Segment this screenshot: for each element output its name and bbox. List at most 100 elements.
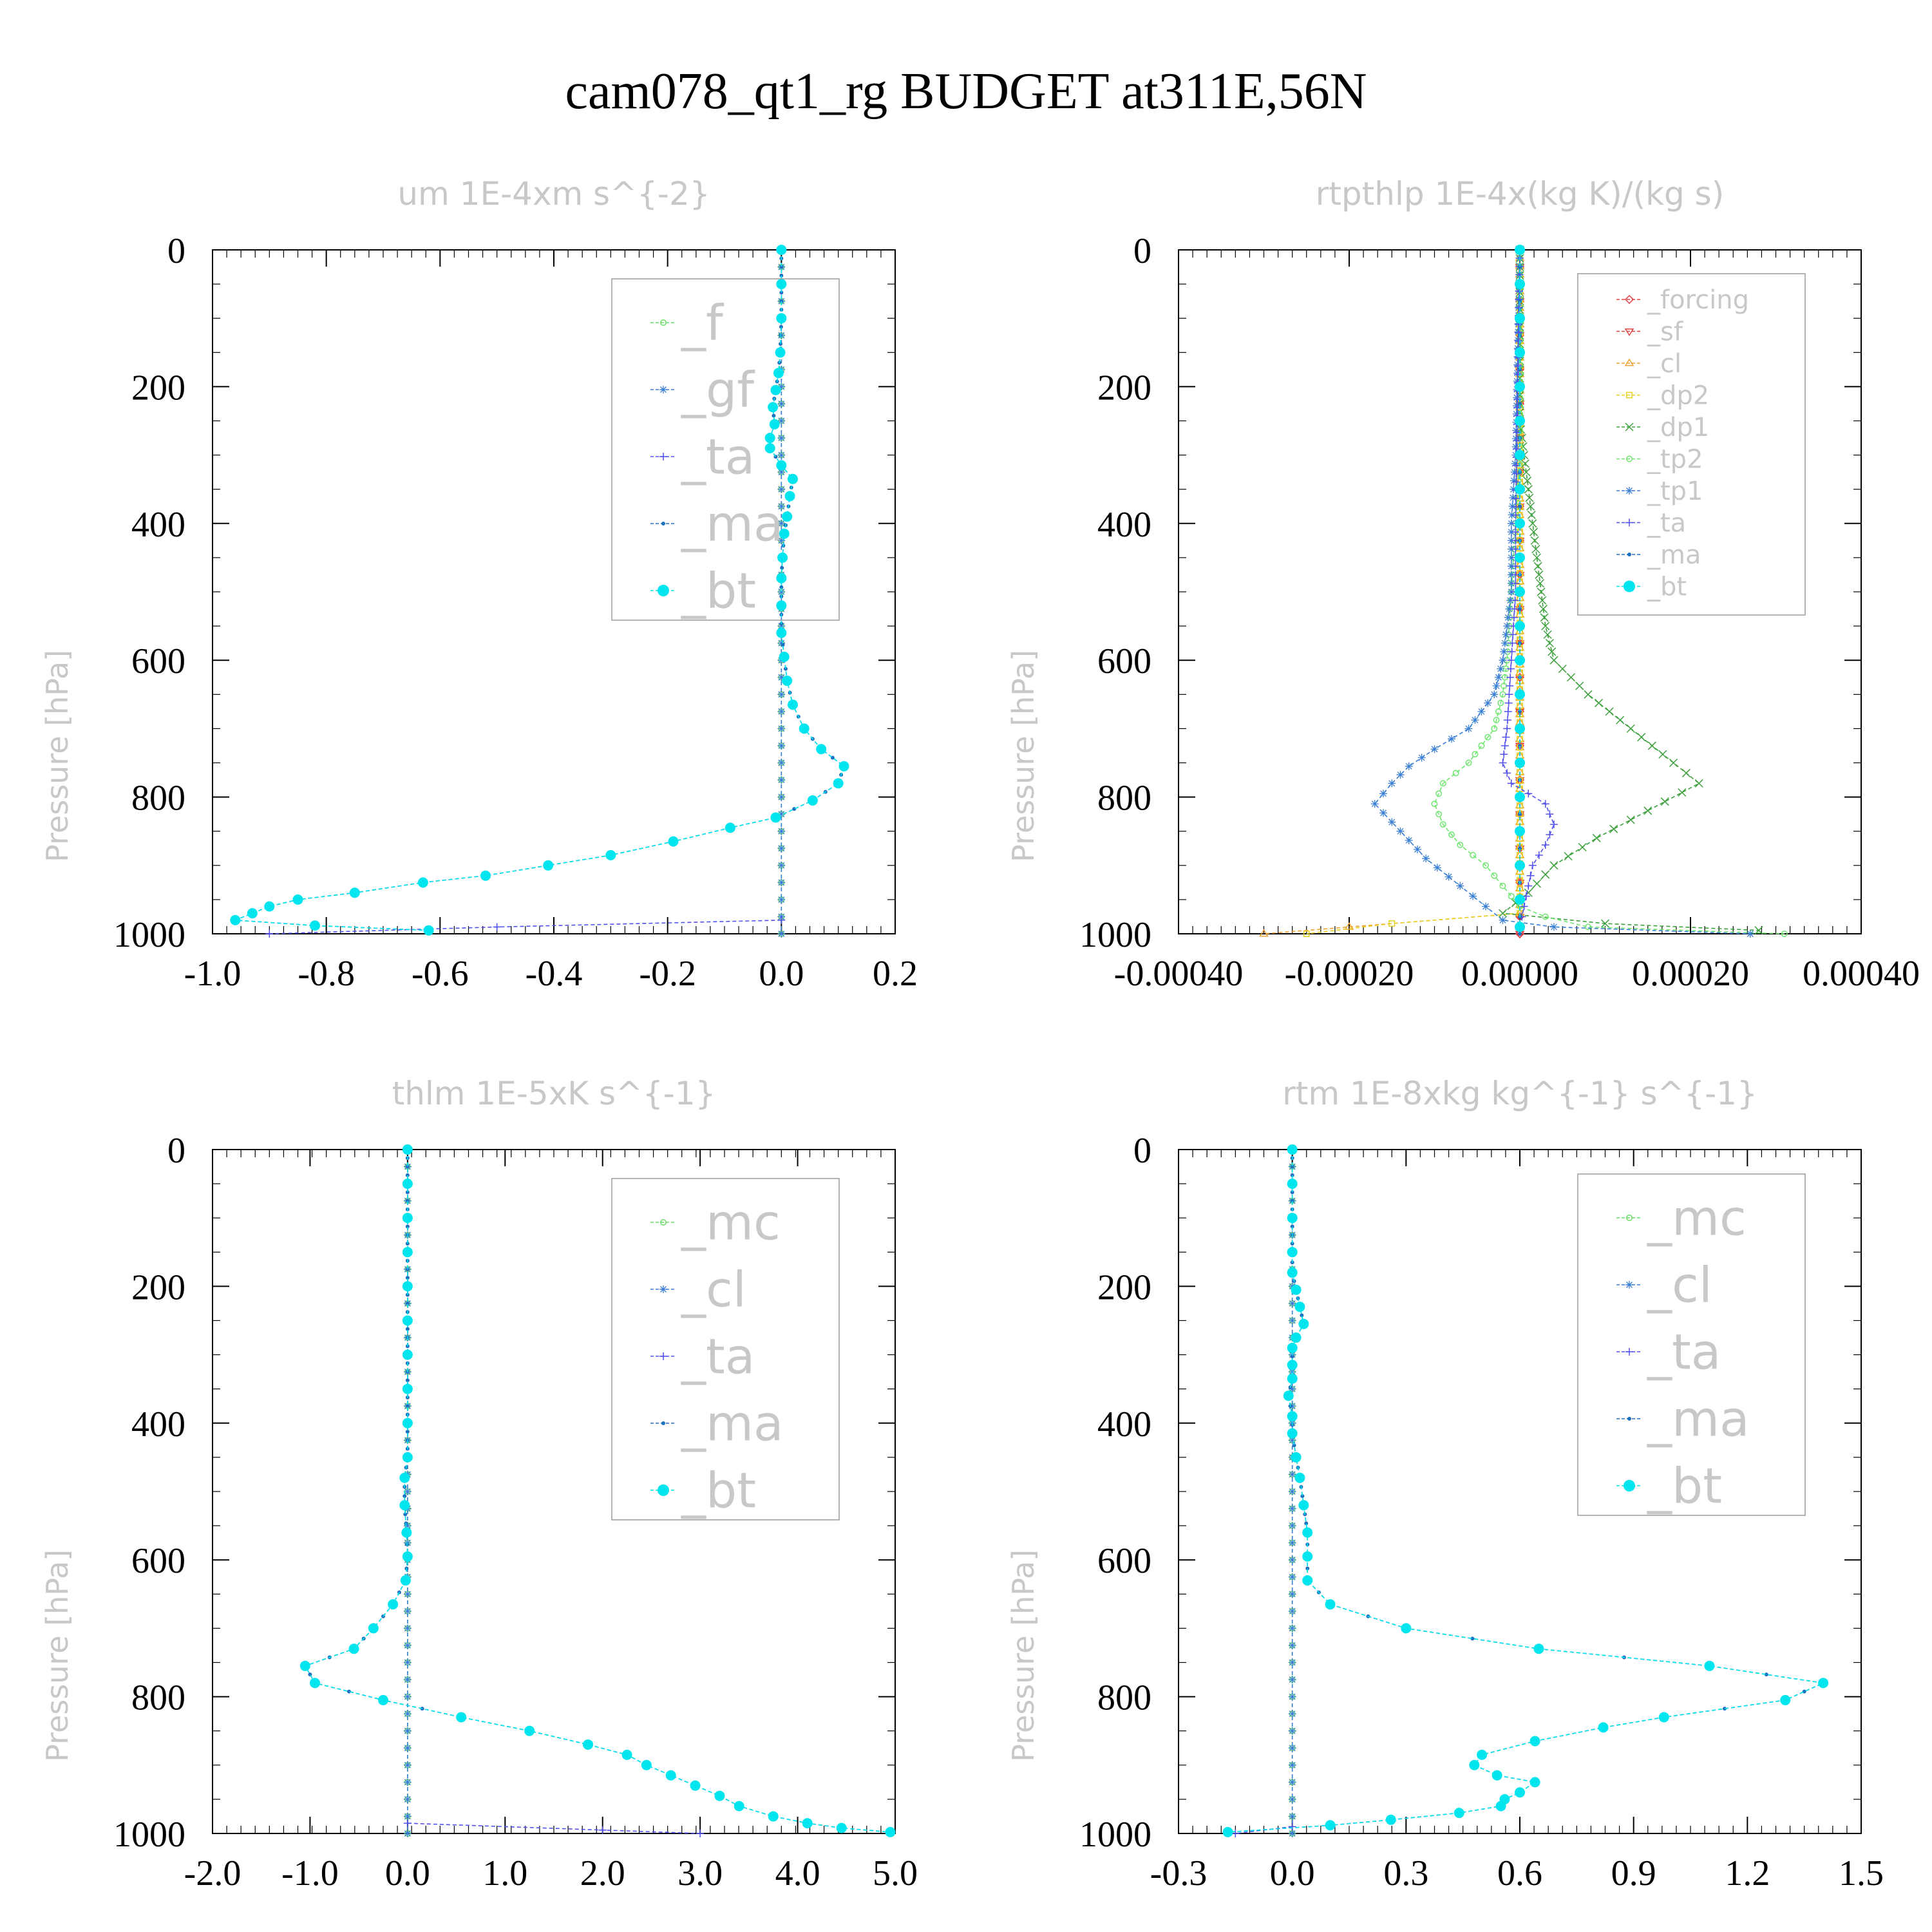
x-tick-label: 0.0 xyxy=(1270,1853,1315,1893)
data-point_tp1 xyxy=(1396,771,1405,779)
series_ma xyxy=(303,1148,893,1834)
panels-container: um 1E-4xm s^{-2} Pressure [hPa] -1.0 -0.8 -0… xyxy=(40,175,1920,1893)
data-point_tp2 xyxy=(1508,893,1515,900)
data-point_bt xyxy=(775,347,786,358)
data-point_tp1 xyxy=(1507,579,1515,587)
x-tick-label: 0.9 xyxy=(1611,1853,1656,1893)
y-tick-label: 0 xyxy=(1133,1131,1151,1171)
legend-marker xyxy=(659,386,667,393)
data-point_tp1 xyxy=(1507,553,1515,562)
data-point_bt xyxy=(1515,552,1525,563)
data-point_bt xyxy=(299,1660,310,1671)
data-point_bt xyxy=(1515,894,1525,905)
data-point_tp1 xyxy=(1504,613,1512,621)
data-point_ta xyxy=(403,1819,412,1828)
data-point_cl xyxy=(1288,1436,1296,1444)
data-point_bt xyxy=(1530,1736,1540,1747)
data-point_gf xyxy=(777,690,786,699)
data-point_ta xyxy=(1505,690,1513,699)
y-tick-label: 200 xyxy=(1097,1267,1151,1307)
legend-entry: _ta xyxy=(681,428,755,486)
legend-box xyxy=(611,278,840,621)
data-point_bt xyxy=(399,1500,410,1511)
x-tick-label: 1.5 xyxy=(1839,1853,1884,1893)
data-point_tp2 xyxy=(1435,790,1443,797)
data-point_cl xyxy=(403,1522,412,1530)
data-point_ta xyxy=(1231,1830,1240,1837)
data-point_gf xyxy=(777,434,786,442)
data-point_ma xyxy=(405,1430,410,1434)
plot-frame xyxy=(212,1149,896,1834)
y-tick-label: 1000 xyxy=(1079,915,1151,955)
data-point_tp1 xyxy=(1499,916,1507,924)
figure-title: cam078_qt1_rg BUDGET at311E,56N xyxy=(565,63,1367,120)
data-point_bt xyxy=(310,1678,320,1689)
data-point_bt xyxy=(776,627,787,638)
data-point_cl xyxy=(403,1692,412,1701)
data-point_bt xyxy=(1291,1452,1302,1463)
data-point_bt xyxy=(1298,1318,1309,1329)
data-point_tp2 xyxy=(1495,708,1502,715)
data-point_cl xyxy=(403,1624,412,1633)
data-point_bt xyxy=(401,1527,412,1538)
data-point_ta xyxy=(1524,882,1533,890)
data-point_ma xyxy=(1518,607,1522,611)
data-point_ma xyxy=(1304,1521,1309,1526)
data-point_dp1 xyxy=(1595,699,1604,708)
data-point_bt xyxy=(349,887,360,898)
series-line_tp1 xyxy=(1374,249,1750,934)
data-point_cl xyxy=(1288,1470,1296,1479)
data-point_bt xyxy=(768,402,779,413)
legend-marker xyxy=(1626,1215,1633,1221)
series_bt xyxy=(1222,1144,1829,1837)
data-point_ta xyxy=(1506,673,1515,681)
data-point_cl xyxy=(1288,1573,1296,1581)
data-point_bt xyxy=(480,870,491,881)
legend-marker xyxy=(660,319,667,326)
data-point_dp1 xyxy=(1537,587,1546,596)
x-tick-label: 0.6 xyxy=(1497,1853,1542,1893)
legend-entry: _bt xyxy=(1647,573,1687,602)
data-point_dp1 xyxy=(1549,656,1558,665)
data-point_dp1 xyxy=(1600,919,1610,928)
data-point_ta xyxy=(1499,759,1507,767)
data-point_dp1 xyxy=(1543,630,1552,639)
data-point_ta xyxy=(1510,613,1518,621)
data-point_tp1 xyxy=(1379,790,1387,798)
data-point_dp1 xyxy=(1526,502,1535,511)
data-point_ma xyxy=(405,1301,410,1305)
data-point_bt xyxy=(524,1725,535,1736)
data-point_ma xyxy=(1518,846,1522,851)
data-point_bt xyxy=(402,1315,413,1326)
data-point_ma xyxy=(792,807,797,811)
data-point_bt xyxy=(1294,1302,1305,1312)
data-point_bt xyxy=(1287,1267,1298,1278)
data-point_tp1 xyxy=(1444,873,1453,881)
series_bt xyxy=(230,245,849,936)
data-point_ma xyxy=(1290,1190,1294,1195)
data-point_ma xyxy=(1518,709,1522,714)
data-point_gf xyxy=(777,519,786,527)
data-point_tp1 xyxy=(1405,762,1413,770)
x-tick-label: 4.0 xyxy=(775,1853,820,1893)
data-point_ta xyxy=(1520,902,1528,911)
y-tick-label: 200 xyxy=(1097,368,1151,408)
data-point_ma xyxy=(403,1512,408,1517)
data-point_dp1 xyxy=(1564,852,1573,861)
data-point_tp1 xyxy=(1490,690,1499,699)
data-point_bt xyxy=(1515,757,1525,768)
data-point_tp1 xyxy=(1513,369,1522,377)
y-tick-label: 0 xyxy=(167,231,185,271)
data-point_bt xyxy=(1401,1623,1412,1634)
series_cl xyxy=(1259,245,1525,937)
legend-entry: _ma xyxy=(1647,1390,1750,1448)
legend-marker xyxy=(658,585,669,596)
data-point_ta xyxy=(1535,851,1543,859)
legend-marker xyxy=(1627,1417,1631,1421)
data-point_bt xyxy=(833,778,844,789)
x-tick-label: -0.00020 xyxy=(1285,954,1414,994)
y-tick-label: 1000 xyxy=(113,1815,185,1855)
data-point_tp1 xyxy=(1509,493,1517,502)
x-tick-label: -0.8 xyxy=(298,954,355,994)
data-point_ma xyxy=(1290,1242,1294,1246)
